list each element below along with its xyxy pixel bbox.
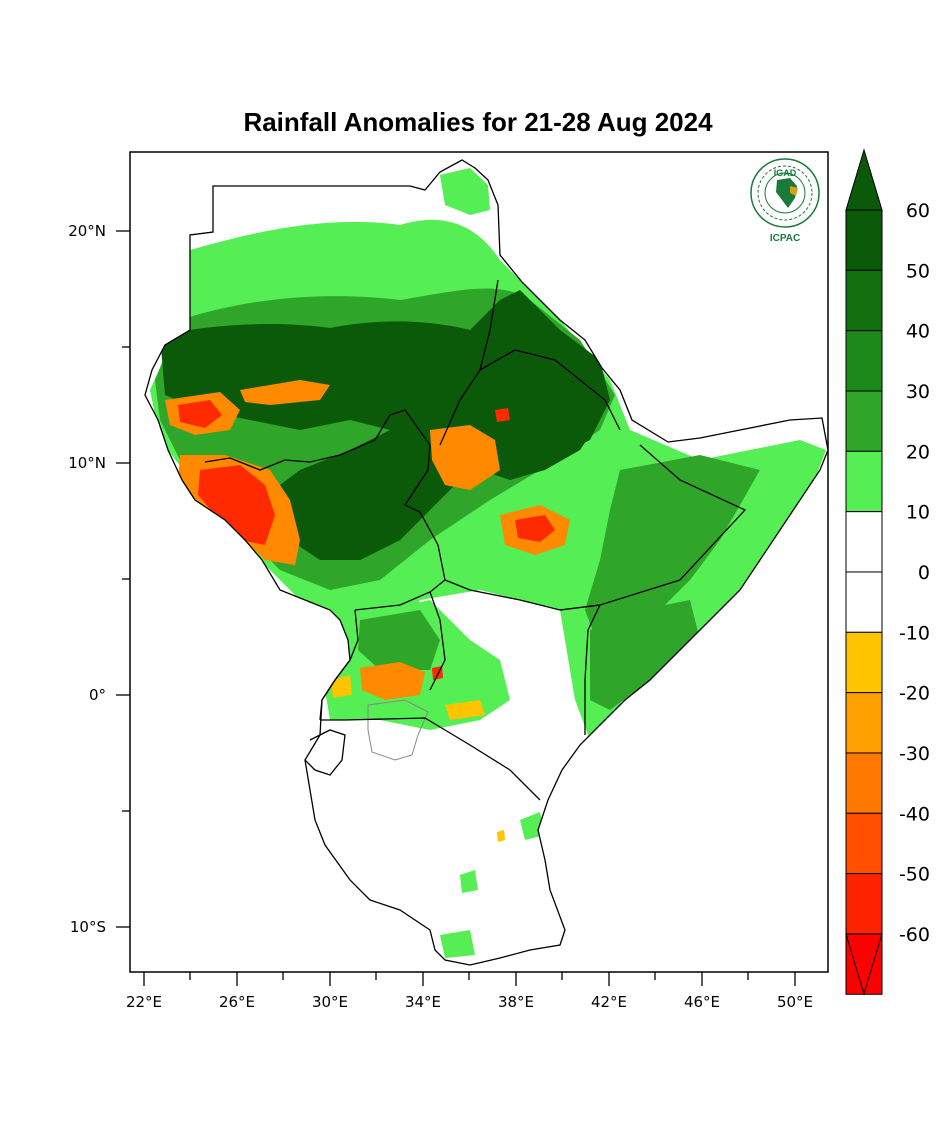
colorbar-segment (845, 873, 883, 935)
dry-moderate-uganda (360, 662, 425, 700)
x-tick-label-34E: 34°E (405, 993, 441, 1011)
horn-highlight-icon (790, 186, 798, 196)
colorbar-label: 60 (906, 200, 930, 222)
x-tick-label-46E: 46°E (684, 993, 720, 1011)
colorbar-label: -30 (899, 743, 930, 765)
igad-icpac-logo: IGAD ICPAC (750, 158, 820, 244)
y-tick-label-10N: 10°N (68, 454, 106, 472)
border-ethiopia-kenya (444, 579, 601, 611)
colorbar-label: 10 (906, 502, 930, 524)
dry-light-tanzania (497, 830, 505, 842)
colorbar-segment (845, 269, 883, 332)
dry-strong-speck (495, 408, 510, 422)
colorbar-label: -60 (899, 924, 930, 946)
colorbar-labels: 60 50 40 30 20 10 0 -10 -20 -30 -40 -50 -60 (899, 200, 930, 946)
colorbar-label: -20 (899, 683, 930, 705)
y-tick-label-0: 0° (89, 686, 106, 704)
wet-light-speck-4 (440, 930, 475, 958)
wet-moderate-uganda (358, 610, 440, 670)
wet-moderate-somalia (590, 600, 700, 710)
colorbar-segment (845, 209, 883, 271)
border-tanzania-kenya (344, 717, 541, 801)
colorbar-label: 30 (906, 381, 930, 403)
x-tick-label-50E: 50°E (777, 993, 813, 1011)
colorbar-segment (845, 692, 883, 754)
wet-light-speck-1 (440, 168, 490, 215)
wet-light-speck-3 (460, 870, 478, 893)
colorbar-label: 40 (906, 321, 930, 343)
logo-inner-ring (757, 165, 813, 221)
colorbar-segment (845, 330, 883, 392)
country-boundaries (144, 159, 829, 966)
wet-moderate-horn (585, 455, 760, 650)
colorbar-segment (845, 390, 883, 452)
dry-strong-ethiopia (515, 515, 555, 542)
border-southsudan-uganda (354, 579, 446, 611)
colorbar-label: -50 (899, 864, 930, 886)
border-uganda-kenya (429, 591, 446, 691)
dry-strong-chad (198, 465, 275, 545)
colorbar: 60 50 40 30 20 10 0 -10 -20 -30 -40 -50 -60 (845, 148, 930, 996)
colorbar-segment (845, 752, 883, 814)
y-tick-label-20N: 20°N (68, 222, 106, 240)
x-tick-label-22E: 22°E (126, 993, 162, 1011)
logo-top-text: IGAD (774, 168, 797, 178)
logo-bottom-text: ICPAC (770, 233, 800, 244)
map-title: Rainfall Anomalies for 21-28 Aug 2024 (243, 107, 713, 137)
colorbar-segment (845, 571, 883, 633)
wet-light-speck-5 (195, 255, 245, 285)
coastline-outline (144, 159, 829, 966)
dry-moderate-sudan (430, 425, 500, 490)
colorbar-label: -10 (899, 622, 930, 644)
colorbar-max-arrow (845, 148, 883, 211)
colorbar-label: -40 (899, 803, 930, 825)
x-axis (143, 972, 796, 986)
colorbar-segment (845, 812, 883, 875)
x-tick-label-42E: 42°E (591, 993, 627, 1011)
border-rwanda-burundi (304, 729, 346, 776)
colorbar-segments (845, 209, 883, 995)
y-axis (116, 230, 130, 928)
lake-victoria-outline (367, 699, 429, 761)
wet-strong-southsudan (300, 450, 440, 560)
colorbar-label: 0 (918, 562, 930, 584)
dry-light-kenya (445, 700, 485, 720)
africa-icon (776, 178, 797, 208)
colorbar-segment (845, 511, 883, 573)
dry-light-uganda (330, 675, 352, 698)
colorbar-label: 50 (906, 260, 930, 282)
colorbar-segment (845, 450, 883, 513)
x-tick-label-38E: 38°E (498, 993, 534, 1011)
border-uganda-west (319, 609, 359, 721)
dry-moderate-sahel-dots (240, 380, 330, 405)
colorbar-label: 20 (906, 441, 930, 463)
x-tick-label-30E: 30°E (312, 993, 348, 1011)
border-kenya-somalia (584, 604, 601, 735)
border-eritrea-ethiopia (479, 349, 621, 431)
y-tick-label-10S: 10°S (70, 918, 106, 936)
border-sudan-southsudan (204, 409, 446, 581)
dry-strong-west (178, 400, 222, 428)
colorbar-min-arrow (845, 933, 883, 996)
colorbar-segment (845, 631, 883, 694)
x-tick-label-26E: 26°E (219, 993, 255, 1011)
